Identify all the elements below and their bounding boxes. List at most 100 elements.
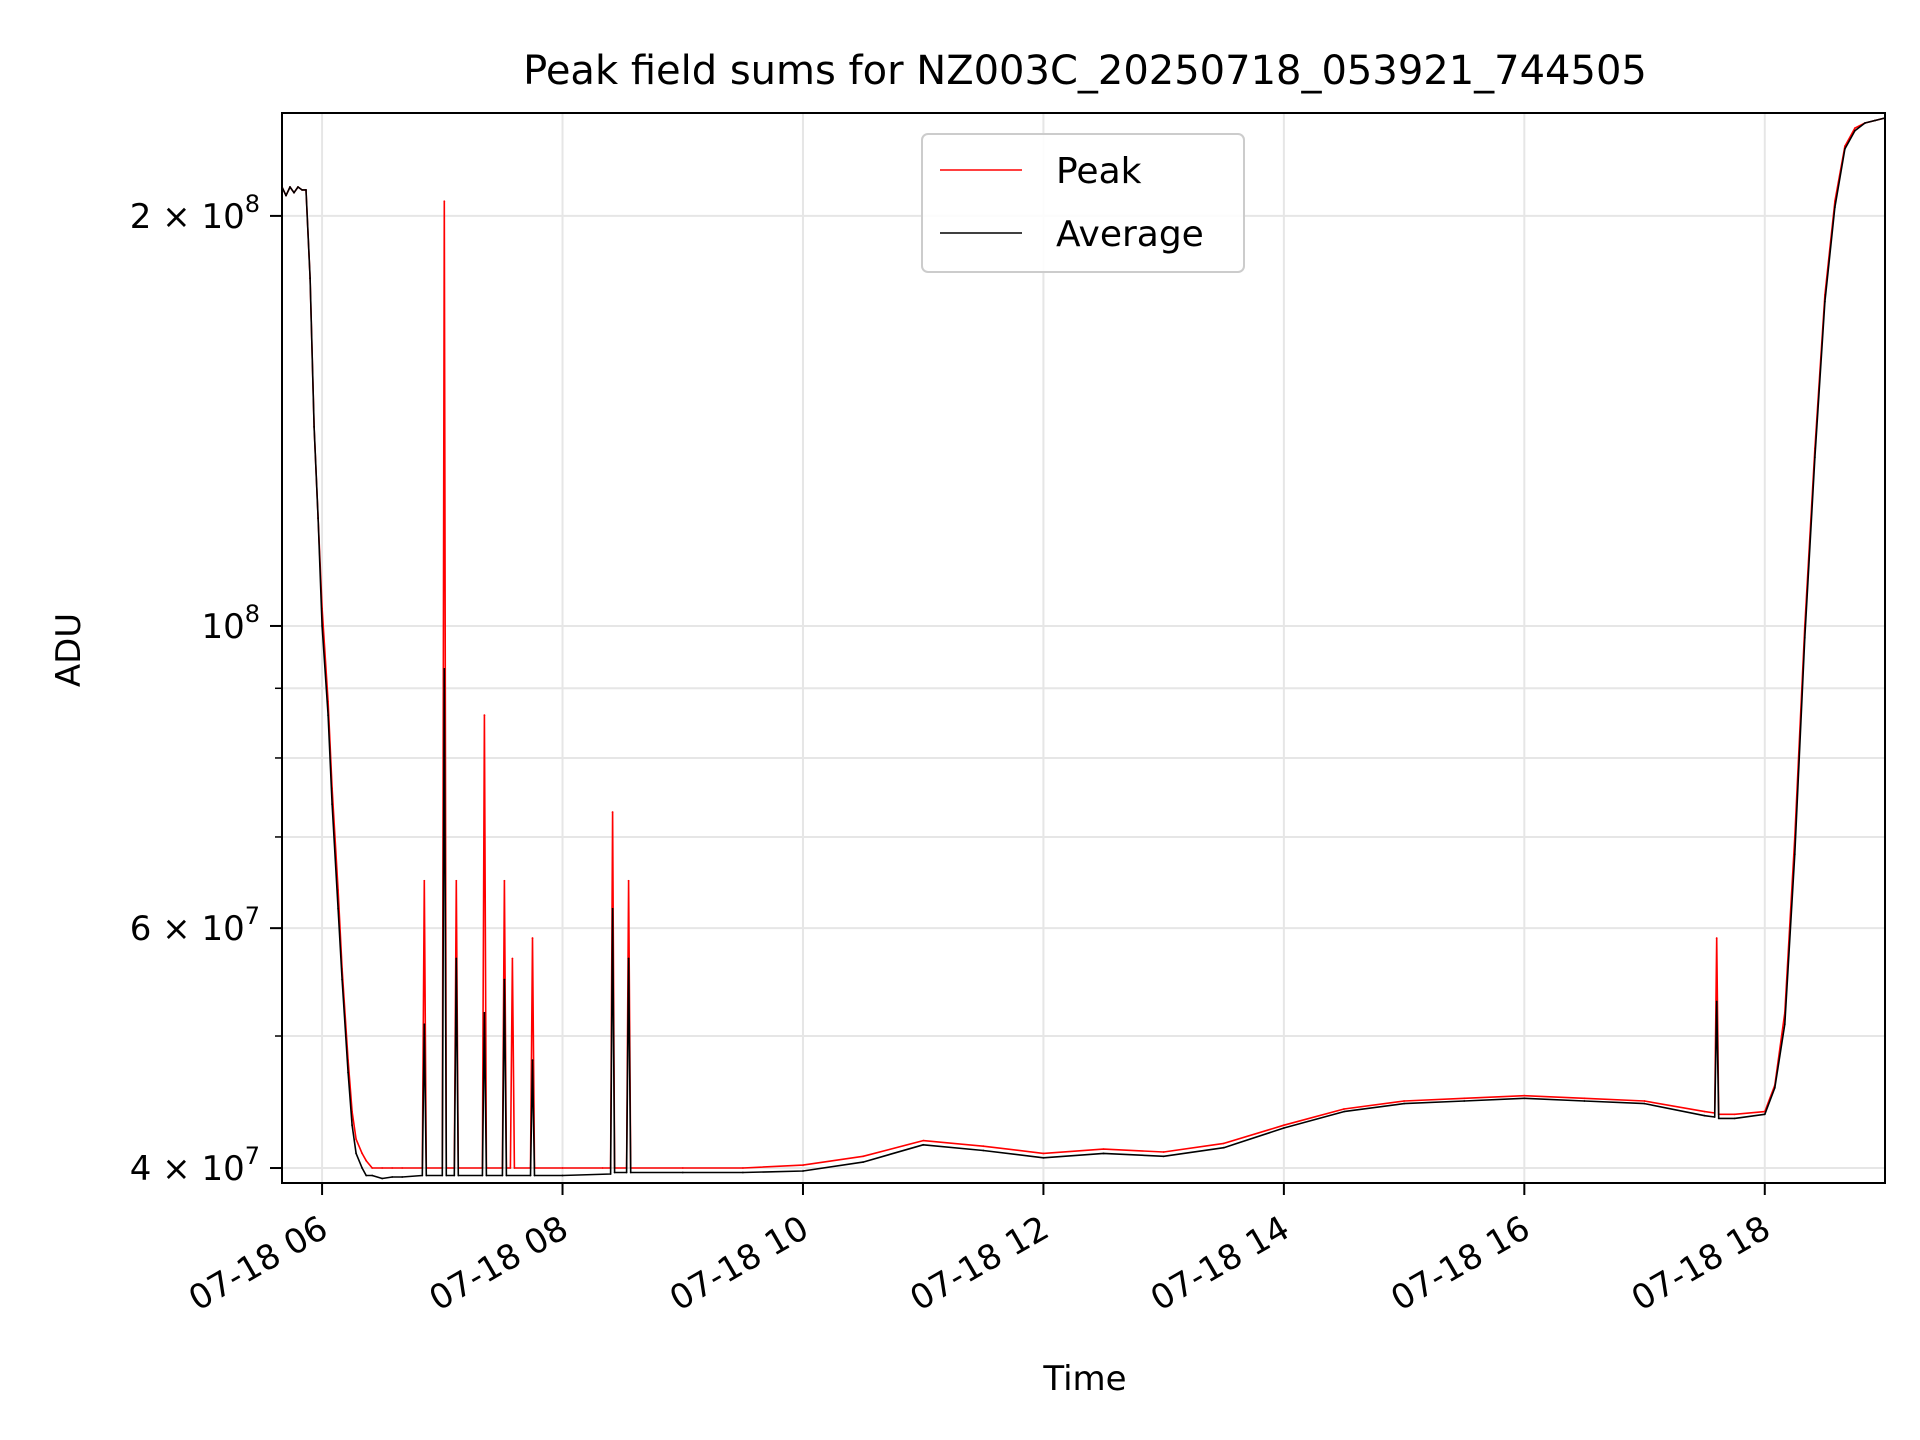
data-point-average <box>453 1174 456 1177</box>
data-point-average <box>1793 853 1796 855</box>
data-point-peak <box>1042 1152 1045 1155</box>
x-axis-label: Time <box>1042 1359 1126 1399</box>
data-point-average <box>321 625 323 627</box>
data-point-average <box>533 1174 536 1177</box>
data-point-average <box>371 1174 374 1177</box>
data-point-average <box>613 1171 616 1174</box>
data-point-average <box>503 978 506 981</box>
y-tick-label-base: 10 <box>201 607 244 647</box>
data-point-peak <box>513 1167 516 1169</box>
data-point-peak <box>1703 1110 1706 1113</box>
data-point-average <box>297 186 299 188</box>
data-point-average <box>455 957 458 960</box>
data-point-average <box>1814 456 1816 459</box>
y-tick-label-exponent: 8 <box>245 190 260 218</box>
data-point-peak <box>423 879 426 882</box>
chart-title: Peak field sums for NZ003C_20250718_0539… <box>523 48 1647 94</box>
data-point-average <box>1874 119 1876 122</box>
data-point-average <box>1834 206 1836 209</box>
data-point-average <box>742 1171 744 1174</box>
data-point-average <box>862 1161 864 1163</box>
data-point-peak <box>1583 1097 1586 1100</box>
data-point-average <box>1803 637 1806 639</box>
data-point-average <box>355 1152 357 1155</box>
data-point-average <box>421 1174 424 1177</box>
data-point-average <box>317 517 319 519</box>
data-point-average <box>1773 1087 1776 1089</box>
y-tick-label-base: 4 × 10 <box>130 1149 245 1189</box>
data-point-average <box>627 957 630 960</box>
data-point-average <box>401 1176 404 1178</box>
data-point-peak <box>1222 1142 1225 1145</box>
y-tick-label-base: 2 × 10 <box>130 197 245 237</box>
data-point-peak <box>982 1145 985 1148</box>
data-point-average <box>1854 129 1856 132</box>
data-point-average <box>1715 1000 1718 1003</box>
data-point-average <box>443 668 446 670</box>
data-point-peak <box>1523 1094 1526 1097</box>
data-point-peak <box>1643 1100 1646 1102</box>
data-point-peak <box>1102 1148 1105 1150</box>
y-axis-label: ADU <box>49 613 89 687</box>
y-tick-label-exponent: 8 <box>245 600 260 628</box>
data-point-peak <box>1343 1108 1345 1110</box>
y-tick-label: 108 <box>201 600 260 647</box>
data-point-average <box>347 1071 349 1074</box>
data-point-average <box>457 1174 460 1177</box>
data-point-average <box>505 1174 508 1177</box>
data-point-average <box>361 1167 363 1169</box>
data-point-peak <box>561 1167 564 1169</box>
data-point-peak <box>862 1155 864 1158</box>
data-point-average <box>365 1174 368 1177</box>
data-point-average <box>1463 1100 1466 1102</box>
data-point-average <box>289 186 291 188</box>
data-point-average <box>1763 1113 1766 1116</box>
data-point-peak <box>509 1167 512 1169</box>
data-point-peak <box>1715 937 1718 939</box>
legend-box <box>921 133 1245 273</box>
legend-label: Peak <box>1056 151 1142 192</box>
legend-label: Average <box>1056 214 1204 255</box>
data-point-average <box>441 1174 444 1177</box>
y-tick-label-exponent: 7 <box>245 1142 260 1170</box>
data-point-peak <box>802 1164 804 1166</box>
data-point-average <box>1864 122 1866 124</box>
data-point-average <box>313 426 315 428</box>
data-point-peak <box>601 1167 604 1169</box>
data-point-average <box>305 189 307 191</box>
data-point-average <box>1343 1110 1345 1113</box>
data-point-average <box>1733 1117 1736 1120</box>
data-point-average <box>802 1170 804 1172</box>
data-point-peak <box>365 1159 368 1162</box>
data-point-average <box>922 1143 925 1146</box>
data-point-peak <box>401 1167 404 1169</box>
data-point-average <box>1222 1146 1225 1149</box>
y-tick-label-exponent: 7 <box>245 902 260 930</box>
data-point-average <box>531 1059 534 1062</box>
data-point-average <box>381 1177 384 1180</box>
y-tick-label-base: 6 × 10 <box>130 909 245 949</box>
data-point-peak <box>922 1139 925 1142</box>
y-tick-label: 2 × 108 <box>130 190 260 237</box>
series-line-average <box>281 117 1886 1180</box>
data-point-average <box>625 1171 628 1174</box>
data-point-average <box>681 1171 684 1174</box>
data-point-peak <box>1463 1097 1466 1100</box>
data-point-average <box>1283 1127 1285 1129</box>
data-point-average <box>529 1174 532 1177</box>
data-point-peak <box>511 957 514 960</box>
data-point-average <box>423 1023 426 1026</box>
data-point-peak <box>1283 1124 1285 1127</box>
data-point-peak <box>371 1167 374 1169</box>
legend: Peak Average <box>921 133 1245 273</box>
data-point-average <box>331 803 333 805</box>
data-point-peak <box>1733 1113 1736 1116</box>
data-point-average <box>1824 300 1826 303</box>
data-point-average <box>341 978 343 981</box>
data-point-average <box>1717 1117 1720 1120</box>
data-point-average <box>483 1011 486 1014</box>
data-point-average <box>309 277 311 280</box>
data-point-average <box>609 1173 612 1175</box>
data-point-peak <box>355 1138 357 1141</box>
